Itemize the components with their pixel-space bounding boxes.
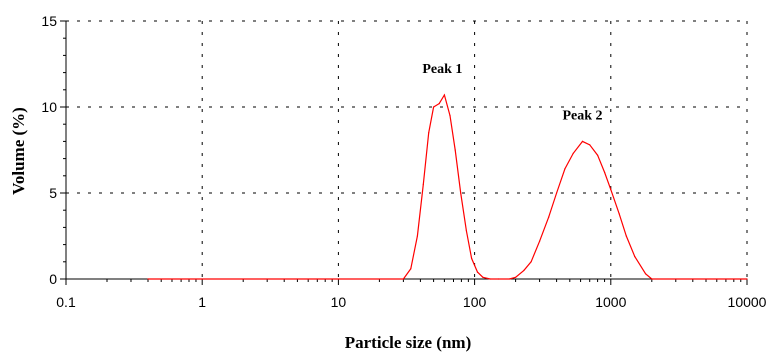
data-point (416, 235, 418, 237)
x-tick-label: 0.1 (56, 294, 76, 310)
ticks: 0.1 1 10 100 1000 10000 0 5 10 15 (41, 13, 766, 310)
data-point (422, 183, 424, 185)
x-axis-title: Particle size (nm) (345, 333, 472, 352)
data-point (460, 192, 462, 194)
y-tick-label: 15 (41, 13, 57, 29)
data-point (428, 132, 430, 134)
data-point (581, 140, 584, 142)
data-point (476, 271, 479, 273)
data-point (410, 268, 412, 270)
x-tick-label: 100 (463, 294, 487, 310)
data-point (597, 154, 599, 156)
grid (66, 20, 748, 279)
data-point (498, 278, 500, 280)
data-point (443, 94, 445, 96)
data-point (746, 278, 748, 280)
data-point (454, 149, 456, 151)
data-point (564, 168, 566, 170)
data-point (449, 115, 451, 117)
x-tick-label: 1 (198, 294, 206, 310)
data-point (634, 256, 636, 258)
data-point (523, 269, 525, 271)
x-tick-label: 10000 (728, 294, 767, 310)
data-point (489, 278, 491, 280)
data-point (515, 276, 517, 278)
data-point (465, 230, 467, 232)
data-point (530, 261, 532, 263)
series (147, 93, 748, 280)
data-point (556, 192, 558, 194)
data-point (651, 278, 653, 280)
data-point (548, 216, 550, 218)
data-point (572, 152, 574, 154)
peak-label: Peak 2 (562, 108, 602, 123)
data-point (604, 171, 606, 173)
data-point (645, 273, 647, 275)
data-point (438, 103, 440, 105)
data-point (589, 144, 591, 146)
y-tick-label: 10 (41, 99, 57, 115)
annotations: Peak 1 Peak 2 (422, 62, 602, 123)
x-tick-label: 1000 (595, 294, 626, 310)
axes (65, 21, 747, 280)
y-tick-label: 0 (49, 271, 57, 287)
data-point (508, 278, 510, 280)
data-point (471, 257, 473, 259)
data-point (539, 240, 541, 242)
data-point (625, 235, 627, 237)
peak-label: Peak 1 (422, 62, 462, 77)
y-tick-label: 5 (49, 185, 57, 201)
data-point (618, 213, 620, 215)
y-axis-title: Volume (%) (9, 107, 28, 195)
x-tick-label: 10 (331, 294, 347, 310)
series-line (148, 93, 747, 280)
data-point (482, 276, 484, 278)
data-point (402, 278, 404, 280)
data-point (610, 189, 612, 191)
data-point (433, 106, 435, 108)
data-point (147, 278, 149, 280)
